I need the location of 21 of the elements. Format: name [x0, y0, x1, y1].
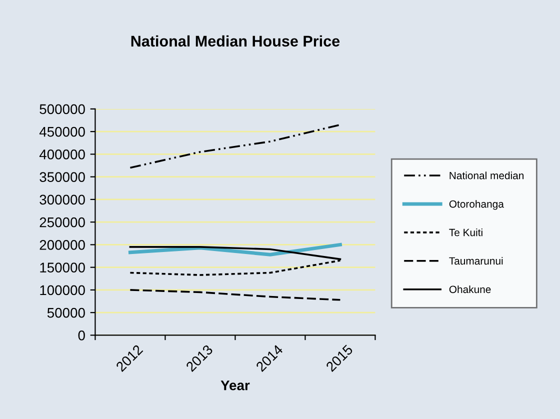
y-tick-label: 200000: [40, 240, 85, 250]
legend-label: Ohakune: [449, 285, 491, 294]
legend-label: Te Kuiti: [449, 228, 482, 236]
y-tick-label: 450000: [39, 126, 85, 137]
line-series: [129, 289, 342, 301]
chart-title: National Median House Price: [131, 35, 340, 47]
legend-label: National median: [450, 172, 524, 180]
legend-label: Taumarunui: [449, 256, 503, 265]
y-tick-label: 0: [78, 330, 85, 340]
line-series: [129, 124, 342, 169]
y-tick-label: 250000: [40, 217, 85, 228]
line-series: [128, 242, 342, 256]
y-tick-label: 150000: [40, 262, 85, 272]
y-tick-label: 300000: [40, 194, 85, 205]
x-axis-title: Year: [220, 380, 250, 390]
y-tick-label: 350000: [40, 172, 85, 182]
y-tick-label: 400000: [39, 150, 85, 160]
y-tick-label: 50000: [47, 308, 85, 318]
y-tick-label: 500000: [40, 104, 85, 114]
y-tick-label: 100000: [40, 285, 85, 296]
legend-label: Otorohanga: [449, 200, 504, 210]
